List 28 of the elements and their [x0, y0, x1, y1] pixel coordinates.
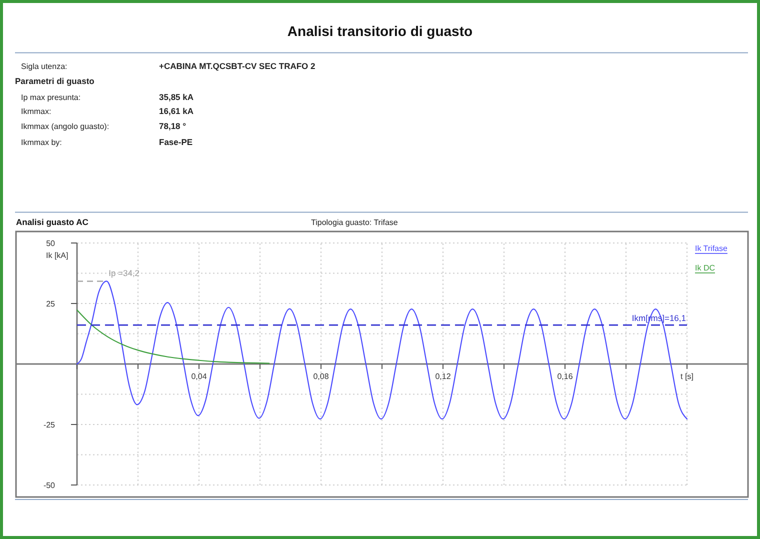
chart-subtitle: Analisi guasto AC	[16, 217, 88, 227]
text: Parametri di guasto	[15, 76, 94, 86]
text: Fase-PE	[159, 137, 193, 147]
text: Tipologia guasto: Trifase	[311, 218, 398, 226]
y-tick-label: -25	[43, 420, 56, 429]
y-axis-title: Ik [kA]	[46, 250, 68, 260]
y-tick-label: -50	[43, 480, 56, 490]
x-tick-label: 0,16	[557, 372, 574, 380]
text: 78,18 °	[159, 121, 187, 131]
text: Ip max presunta:	[21, 92, 81, 102]
text: Ikmmax (angolo guasto):	[21, 122, 110, 130]
chart-title: Analisi transitorio di guasto	[287, 23, 473, 39]
x-axis-title: t [s]	[680, 372, 694, 380]
text: Ik Trifase	[695, 244, 728, 252]
text: +CABINA MT.QCSBT-CV SEC TRAFO 2	[159, 61, 316, 71]
text: Ikmmax:	[21, 106, 52, 116]
y-tick-label: 25	[46, 299, 56, 308]
line-series	[76, 309, 270, 364]
text: Ikmmax by:	[21, 138, 62, 146]
annotation: Ip =34,2	[108, 268, 140, 278]
text: Sigla utenza:	[21, 62, 68, 70]
text: 16,61 kA	[159, 106, 194, 116]
x-tick-label: 0,04	[191, 372, 208, 380]
x-tick-label: 0,08	[313, 372, 330, 380]
text: Ik DC	[695, 263, 716, 272]
x-tick-label: 0,12	[435, 372, 452, 380]
y-tick-label: 50	[46, 238, 56, 248]
text: 35,85 kA	[159, 92, 194, 102]
